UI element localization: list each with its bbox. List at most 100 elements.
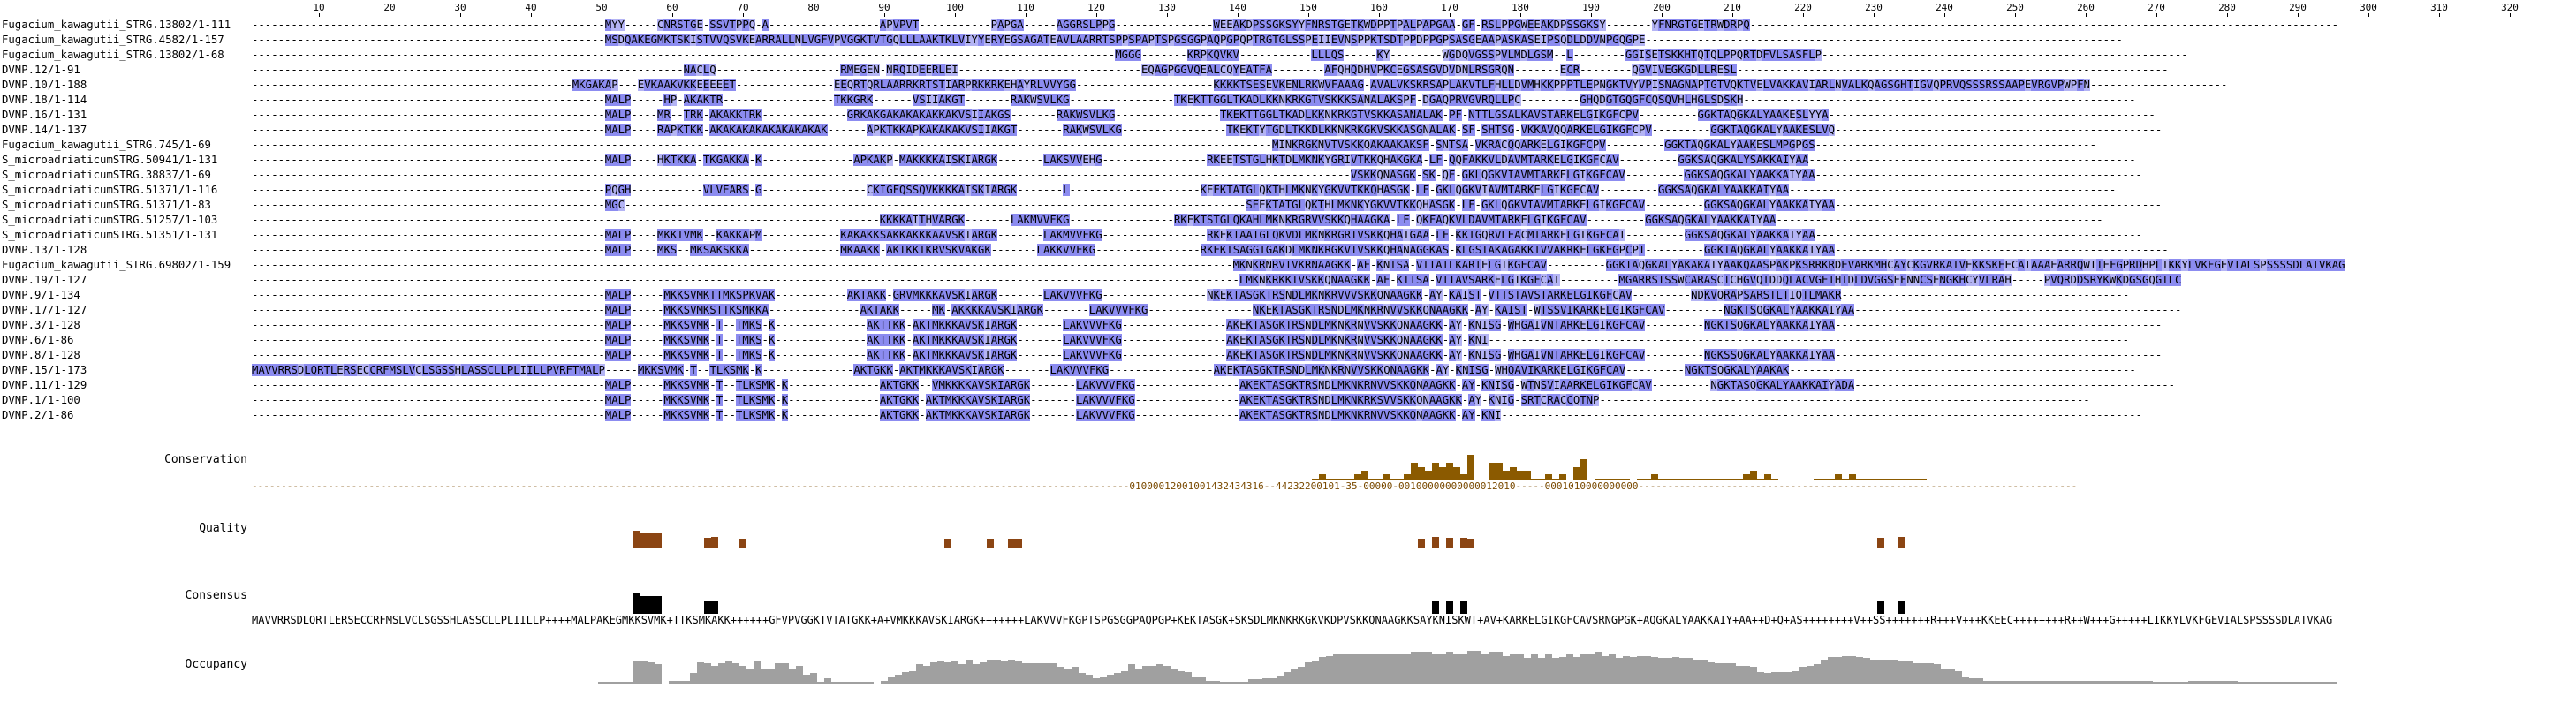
sequence-name[interactable]: S_microadriaticumSTRG.38837/1-69 <box>2 169 211 181</box>
occupancy-bar <box>930 661 937 684</box>
sequence-name[interactable]: DVNP.1/1-100 <box>2 394 80 406</box>
consensus-bar <box>1460 601 1467 614</box>
conservation-bar <box>1580 458 1587 480</box>
conservation-bar <box>1432 463 1439 480</box>
sequence-name[interactable]: DVNP.14/1-137 <box>2 124 87 136</box>
conservation-bar <box>1573 466 1580 480</box>
occupancy-bar <box>754 661 761 684</box>
occupancy-bar <box>1559 657 1566 684</box>
occupancy-bar <box>2202 680 2209 684</box>
conservation-bar <box>1503 471 1510 480</box>
occupancy-bar <box>1997 680 2004 684</box>
occupancy-bar <box>1884 659 1891 684</box>
conservation-bar <box>1383 474 1390 480</box>
occupancy-bar <box>746 668 754 684</box>
occupancy-bar <box>2188 680 2195 684</box>
conservation-bar <box>1679 478 1686 480</box>
occupancy-bar <box>1489 652 1496 684</box>
sequence-name[interactable]: DVNP.11/1-129 <box>2 379 87 391</box>
sequence-name[interactable]: Fugacium_kawagutii_STRG.13802/1-111 <box>2 19 231 31</box>
occupancy-bar <box>761 669 768 684</box>
ruler-label: 270 <box>2148 2 2165 13</box>
occupancy-bar <box>1934 664 1941 684</box>
occupancy-bar <box>987 659 994 684</box>
consensus-bar <box>655 596 662 614</box>
sequence-name[interactable]: S_microadriaticumSTRG.51371/1-116 <box>2 184 218 196</box>
occupancy-bar <box>1481 654 1489 684</box>
occupancy-bar <box>845 682 852 684</box>
occupancy-bar <box>1015 661 1022 684</box>
conservation-bar <box>1644 478 1651 480</box>
sequence-name[interactable]: DVNP.3/1-128 <box>2 319 80 331</box>
occupancy-bar <box>1990 680 1997 684</box>
occupancy-bar <box>860 682 867 684</box>
occupancy-bar <box>2118 680 2125 684</box>
sequence-name[interactable]: S_microadriaticumSTRG.51257/1-103 <box>2 214 218 226</box>
occupancy-bar <box>704 663 711 684</box>
sequence-name[interactable]: S_microadriaticumSTRG.50941/1-131 <box>2 154 218 166</box>
sequence-name[interactable]: Fugacium_kawagutii_STRG.13802/1-68 <box>2 49 224 61</box>
ruler-tick <box>1732 13 1733 17</box>
sequence-row: ----------------------------------------… <box>252 49 2188 61</box>
ruler-tick <box>531 13 532 17</box>
occupancy-bar <box>732 663 739 684</box>
sequence-name[interactable]: DVNP.12/1-91 <box>2 64 80 76</box>
conservation-bar <box>1729 478 1736 480</box>
sequence-row: ----------------------------------------… <box>252 34 2123 46</box>
sequence-name[interactable]: DVNP.2/1-86 <box>2 409 74 421</box>
ruler-tick <box>2510 13 2511 17</box>
occupancy-bar <box>605 682 612 684</box>
occupancy-bar <box>1637 655 1644 684</box>
occupancy-bar <box>1361 654 1368 684</box>
occupancy-bar <box>1093 677 1100 684</box>
occupancy-bar <box>633 661 640 684</box>
occupancy-bar <box>1983 680 1990 684</box>
ruler-label: 290 <box>2289 2 2307 13</box>
sequence-name[interactable]: Fugacium_kawagutii_STRG.4582/1-157 <box>2 34 224 46</box>
sequence-name[interactable]: DVNP.13/1-128 <box>2 244 87 256</box>
occupancy-bar <box>1149 665 1156 684</box>
sequence-name[interactable]: Fugacium_kawagutii_STRG.69802/1-159 <box>2 259 231 271</box>
conservation-bar <box>1559 474 1566 480</box>
sequence-name[interactable]: DVNP.19/1-127 <box>2 274 87 286</box>
occupancy-bar <box>1079 673 1086 684</box>
sequence-row: ----------------------------------------… <box>252 409 2142 421</box>
occupancy-bar <box>789 668 796 684</box>
sequence-name[interactable]: DVNP.9/1-134 <box>2 289 80 301</box>
occupancy-bar <box>1404 653 1411 684</box>
conservation-bar <box>1354 474 1361 480</box>
sequence-name[interactable]: DVNP.10/1-188 <box>2 79 87 91</box>
sequence-name[interactable]: DVNP.6/1-86 <box>2 334 74 346</box>
conservation-bar <box>1602 478 1609 480</box>
quality-bar <box>1015 538 1022 548</box>
ruler-tick <box>1238 13 1239 17</box>
conservation-bar <box>1637 478 1644 480</box>
sequence-name[interactable]: S_microadriaticumSTRG.51371/1-83 <box>2 199 211 211</box>
conservation-bar <box>1835 474 1842 480</box>
sequence-name[interactable]: DVNP.8/1-128 <box>2 349 80 361</box>
occupancy-bar <box>1587 654 1595 684</box>
quality-bar <box>944 538 951 548</box>
occupancy-bar <box>1792 670 1799 684</box>
occupancy-bar <box>669 680 676 684</box>
sequence-name[interactable]: Fugacium_kawagutii_STRG.745/1-69 <box>2 139 211 151</box>
conservation-bar <box>1538 478 1545 480</box>
sequence-name[interactable]: DVNP.15/1-173 <box>2 364 87 376</box>
conservation-bar <box>1814 478 1821 480</box>
occupancy-bar <box>1708 661 1715 684</box>
sequence-name[interactable]: DVNP.18/1-114 <box>2 94 87 106</box>
conservation-bar <box>1665 478 1672 480</box>
occupancy-bar <box>1729 663 1736 684</box>
occupancy-bar <box>1220 682 1227 684</box>
occupancy-bar <box>2231 680 2238 684</box>
sequence-name[interactable]: S_microadriaticumSTRG.51351/1-131 <box>2 229 218 241</box>
sequence-name[interactable]: DVNP.16/1-131 <box>2 109 87 121</box>
conservation-label: Conservation <box>164 453 247 466</box>
occupancy-bar <box>711 665 718 684</box>
quality-bar <box>711 536 718 548</box>
conservation-bar <box>1545 474 1552 480</box>
occupancy-bar <box>2160 682 2167 684</box>
occupancy-bar <box>1849 655 1856 684</box>
conservation-bar <box>1390 478 1397 480</box>
sequence-name[interactable]: DVNP.17/1-127 <box>2 304 87 316</box>
